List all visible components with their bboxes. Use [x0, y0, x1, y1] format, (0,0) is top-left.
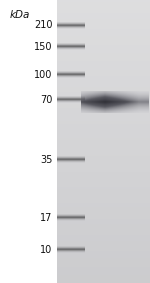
Text: 150: 150 — [34, 42, 52, 52]
Text: 100: 100 — [34, 70, 52, 80]
Text: 17: 17 — [40, 213, 52, 223]
Text: 70: 70 — [40, 95, 52, 105]
Text: kDa: kDa — [9, 10, 30, 20]
Text: 35: 35 — [40, 155, 52, 165]
Text: 210: 210 — [34, 20, 52, 31]
Text: 10: 10 — [40, 245, 52, 255]
